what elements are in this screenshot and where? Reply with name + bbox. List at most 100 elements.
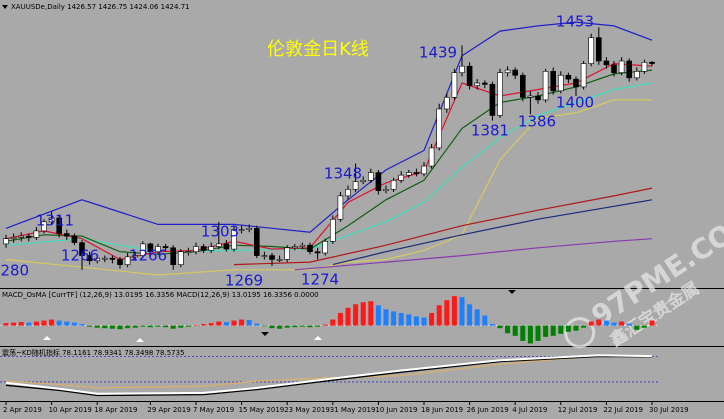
histogram-bar xyxy=(193,325,199,326)
price-annotation: 1386 xyxy=(518,113,556,131)
histogram-bar xyxy=(94,325,100,328)
histogram-bar xyxy=(482,315,488,326)
histogram-bar xyxy=(315,325,321,327)
candle-body xyxy=(497,72,503,116)
histogram-bar xyxy=(467,304,473,326)
histogram-bar xyxy=(375,305,381,326)
histogram-bar xyxy=(353,304,359,326)
candle-body xyxy=(10,237,17,240)
histogram-bar xyxy=(223,322,229,326)
candle-body xyxy=(147,243,154,252)
candle-body xyxy=(269,255,275,260)
indicator-line xyxy=(5,354,653,389)
indicator-line xyxy=(5,21,653,233)
histogram-bar xyxy=(520,325,526,341)
histogram-bar xyxy=(527,325,533,344)
x-tick-label: 4 Jul 2019 xyxy=(512,406,547,414)
histogram-bar xyxy=(56,320,62,326)
indicator-line xyxy=(332,199,653,266)
candle-body xyxy=(641,61,648,72)
candle-body xyxy=(79,242,85,256)
histogram-bar xyxy=(588,321,594,326)
x-tick-label: 30 Jul 2019 xyxy=(649,406,689,414)
histogram-bar xyxy=(231,320,237,326)
histogram-bar xyxy=(330,319,336,326)
histogram-bar xyxy=(436,305,442,326)
candle-body xyxy=(535,95,541,101)
histogram-bar xyxy=(649,320,655,326)
histogram-bar xyxy=(11,322,17,326)
histogram-bar xyxy=(512,325,518,336)
histogram-bar xyxy=(147,325,153,328)
histogram-bar xyxy=(451,296,457,326)
candle-body xyxy=(611,64,617,73)
candle-body xyxy=(481,82,488,85)
candle-body xyxy=(573,78,579,88)
candle-body xyxy=(193,246,199,252)
histogram-bar xyxy=(489,324,495,326)
histogram-bar xyxy=(497,325,503,329)
candle-body xyxy=(565,74,572,80)
candle-body xyxy=(595,37,602,62)
x-tick-label: 7 May 2019 xyxy=(193,406,234,414)
candle-body xyxy=(94,257,100,262)
candle-body xyxy=(178,251,184,265)
histogram-bar xyxy=(596,319,602,326)
symbol-dropdown-icon[interactable] xyxy=(2,5,8,9)
histogram-bar xyxy=(3,323,9,326)
price-annotation: 1280 xyxy=(0,262,29,280)
histogram-bar xyxy=(269,325,275,329)
candle-body xyxy=(155,246,161,252)
histogram-bar xyxy=(216,321,222,326)
candle-body xyxy=(512,69,519,76)
signal-arrow xyxy=(508,290,516,294)
histogram-bar xyxy=(641,325,647,328)
candle-body xyxy=(162,246,169,249)
candle-body xyxy=(345,189,351,197)
histogram-bar xyxy=(634,325,640,330)
price-annotation: 1381 xyxy=(471,122,509,140)
candle-body xyxy=(238,229,245,231)
candle-body xyxy=(367,172,374,181)
histogram-bar xyxy=(284,325,290,328)
histogram-bar xyxy=(208,323,214,326)
histogram-bar xyxy=(18,322,24,326)
candle-body xyxy=(398,174,405,181)
histogram-bar xyxy=(102,325,108,329)
candle-body xyxy=(428,147,435,167)
candle-body xyxy=(519,74,526,98)
candle-body xyxy=(390,180,397,190)
price-annotation: 1266 xyxy=(61,247,99,265)
candle-body xyxy=(254,228,260,256)
signal-arrow xyxy=(136,338,144,342)
candle-body xyxy=(41,221,47,232)
candle-body xyxy=(185,251,192,253)
candle-body xyxy=(649,61,655,64)
histogram-bar xyxy=(626,323,632,326)
histogram-bar xyxy=(421,317,427,326)
histogram-bar xyxy=(71,322,77,326)
histogram-bar xyxy=(360,302,366,326)
price-annotation: 1311 xyxy=(36,212,74,230)
candle-body xyxy=(109,257,116,260)
x-tick-label: 18 Jun 2019 xyxy=(421,406,463,414)
histogram-bar xyxy=(79,324,85,326)
histogram-bar xyxy=(603,320,609,326)
candle-body xyxy=(550,71,557,92)
candle-body xyxy=(314,251,321,254)
candle-body xyxy=(71,235,78,243)
x-tick-label: 12 Jul 2019 xyxy=(558,406,598,414)
x-tick-label: 2 Apr 2019 xyxy=(3,406,42,414)
candle-body xyxy=(466,65,473,86)
candle-body xyxy=(18,235,25,238)
histogram-bar xyxy=(322,324,328,326)
histogram-bar xyxy=(170,325,176,329)
histogram-bar xyxy=(459,297,465,326)
candle-body xyxy=(284,247,291,260)
candle-body xyxy=(208,246,214,251)
candle-body xyxy=(48,217,55,223)
candle-body xyxy=(132,255,138,258)
histogram-bar xyxy=(573,325,579,331)
x-tick-label: 10 Jun 2019 xyxy=(375,406,417,414)
candle-body xyxy=(33,230,40,238)
